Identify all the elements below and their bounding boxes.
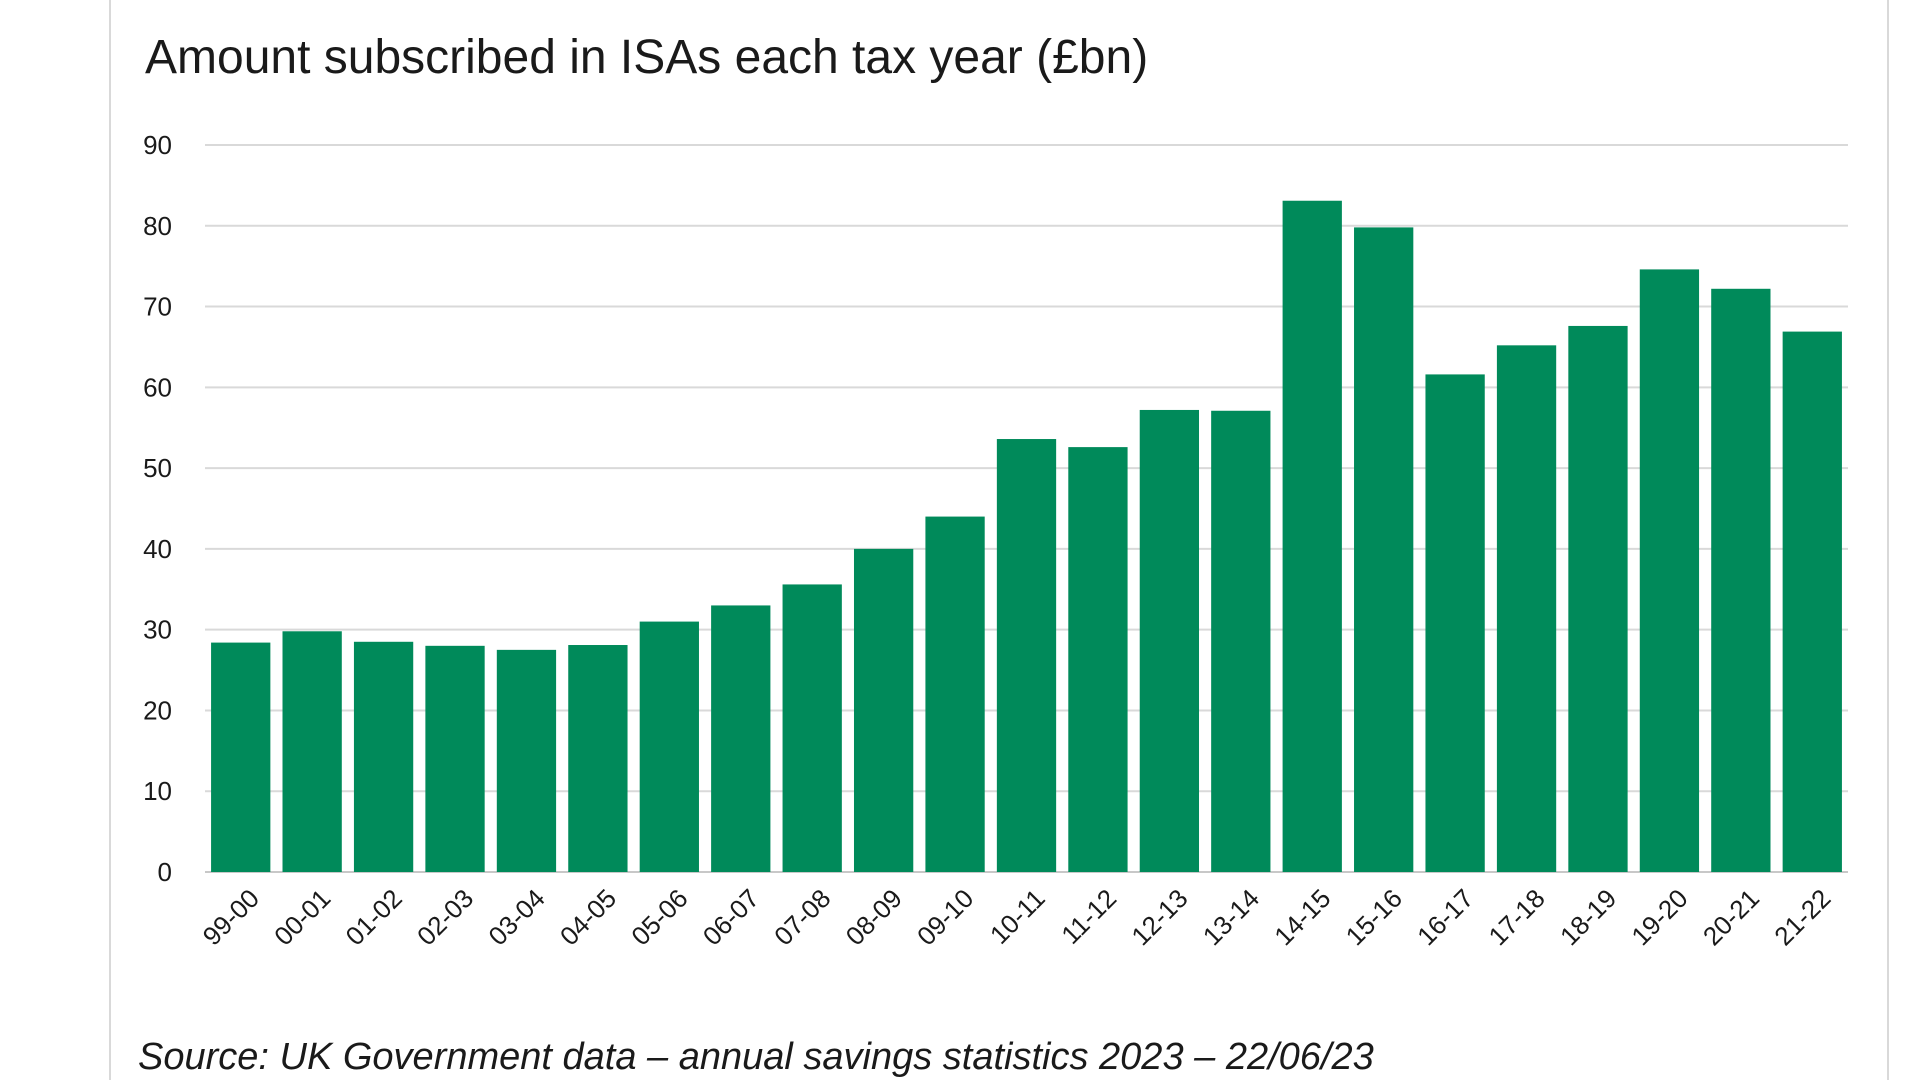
chart-title: Amount subscribed in ISAs each tax year … bbox=[145, 31, 1149, 84]
bar-99-00 bbox=[211, 642, 271, 872]
bar-01-02 bbox=[353, 641, 414, 872]
x-tick-label: 21-22 bbox=[1768, 883, 1836, 951]
source-note: Source: UK Government data – annual savi… bbox=[138, 1036, 1374, 1078]
x-tick-label: 19-20 bbox=[1625, 883, 1693, 951]
bar-13-14 bbox=[1211, 410, 1271, 872]
bar-14-15 bbox=[1282, 200, 1342, 872]
bar-07-08 bbox=[782, 584, 842, 872]
bar-19-20 bbox=[1639, 269, 1700, 872]
x-tick-label: 20-21 bbox=[1697, 883, 1765, 951]
x-tick-label: 04-05 bbox=[554, 883, 622, 951]
bar-12-13 bbox=[1139, 409, 1200, 872]
bar-20-21 bbox=[1711, 288, 1771, 873]
bar-17-18 bbox=[1496, 345, 1557, 873]
y-tick-label: 80 bbox=[143, 211, 172, 241]
x-tick-label: 15-16 bbox=[1340, 883, 1408, 951]
bar-09-10 bbox=[925, 516, 985, 872]
x-tick-label: 07-08 bbox=[768, 883, 836, 951]
x-tick-label: 16-17 bbox=[1411, 883, 1479, 951]
bar-03-04 bbox=[496, 649, 557, 872]
x-tick-label: 02-03 bbox=[411, 883, 479, 951]
x-tick-label: 06-07 bbox=[697, 883, 765, 951]
bar-15-16 bbox=[1354, 227, 1414, 873]
bar-10-11 bbox=[996, 439, 1057, 872]
x-tick-label: 18-19 bbox=[1554, 883, 1622, 951]
y-axis-ticks: 0 10 20 30 40 50 60 70 80 90 bbox=[143, 130, 172, 887]
bar-02-03 bbox=[425, 645, 485, 872]
bar-08-09 bbox=[853, 548, 914, 872]
bar-18-19 bbox=[1568, 325, 1628, 872]
frame-left-border bbox=[109, 0, 111, 1080]
x-tick-label: 14-15 bbox=[1268, 883, 1336, 951]
x-tick-label: 12-13 bbox=[1125, 883, 1193, 951]
frame-right-border bbox=[1887, 0, 1889, 1080]
bar-05-06 bbox=[639, 621, 699, 872]
x-tick-label: 05-06 bbox=[625, 883, 693, 951]
x-tick-label: 17-18 bbox=[1483, 883, 1551, 951]
bar-21-22 bbox=[1782, 331, 1842, 872]
x-tick-label: 10-11 bbox=[984, 883, 1051, 950]
bar-chart: 0 10 20 30 40 50 60 70 80 90 99-00 00-01 01-02 02-03… bbox=[143, 130, 1848, 951]
y-tick-label: 40 bbox=[143, 534, 172, 564]
x-tick-label: 08-09 bbox=[840, 883, 908, 951]
y-tick-label: 90 bbox=[143, 130, 172, 160]
bars bbox=[211, 200, 1842, 873]
y-tick-label: 50 bbox=[143, 453, 172, 483]
x-axis-ticks: 99-00 00-01 01-02 02-03 03-04 04-05 05-06 06-07… bbox=[197, 883, 1837, 951]
y-tick-label: 20 bbox=[143, 695, 172, 725]
x-tick-label: 11-12 bbox=[1055, 883, 1122, 950]
x-tick-label: 00-01 bbox=[268, 883, 336, 951]
x-tick-label: 01-02 bbox=[340, 883, 408, 951]
y-tick-label: 70 bbox=[143, 292, 172, 322]
x-tick-label: 13-14 bbox=[1197, 883, 1265, 951]
y-tick-label: 60 bbox=[143, 372, 172, 402]
x-tick-label: 09-10 bbox=[911, 883, 979, 951]
y-tick-label: 10 bbox=[143, 776, 172, 806]
x-tick-label: 99-00 bbox=[197, 883, 265, 951]
bar-06-07 bbox=[711, 605, 771, 872]
bar-16-17 bbox=[1425, 374, 1485, 872]
y-tick-label: 30 bbox=[143, 615, 172, 645]
y-tick-label: 0 bbox=[158, 857, 172, 887]
x-tick-label: 03-04 bbox=[482, 883, 550, 951]
bar-00-01 bbox=[282, 631, 342, 872]
bar-04-05 bbox=[568, 645, 628, 872]
bar-11-12 bbox=[1068, 447, 1128, 872]
